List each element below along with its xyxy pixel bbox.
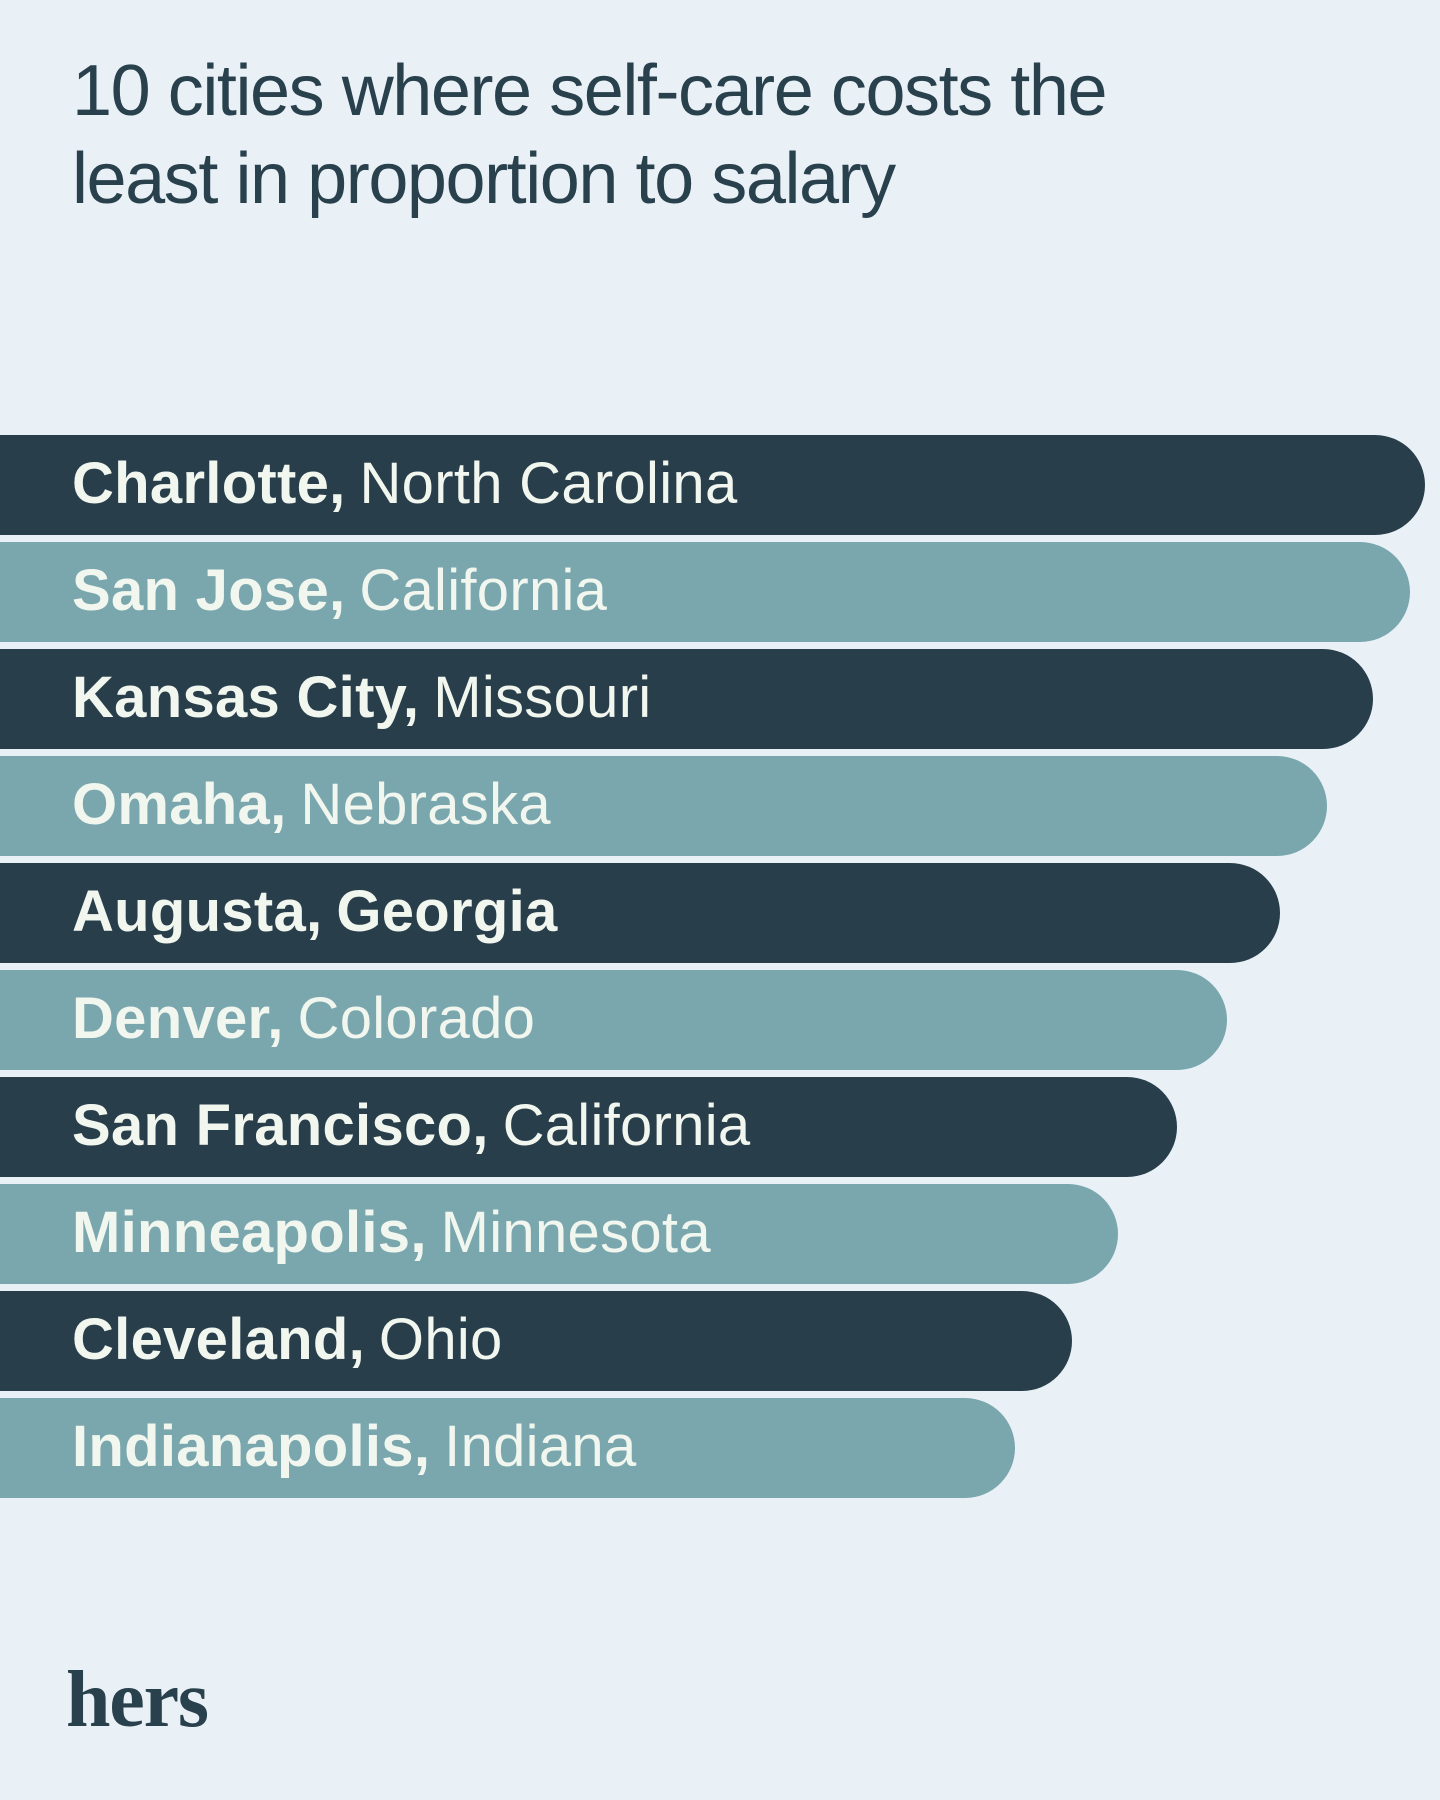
state-name: Indiana (444, 1413, 637, 1479)
bar-row-minneapolis: Minneapolis, Minnesota (0, 1184, 1118, 1284)
bar-label: Denver, Colorado (72, 985, 535, 1052)
city-name: Omaha, (72, 771, 287, 837)
bar-label: Cleveland, Ohio (72, 1306, 503, 1373)
state-name: California (502, 1092, 751, 1158)
bar-row-charlotte: Charlotte, North Carolina (0, 435, 1425, 535)
bar-row-denver: Denver, Colorado (0, 970, 1227, 1070)
state-name: Georgia (336, 878, 558, 944)
hers-logo: hers (66, 1656, 209, 1744)
bar-row-cleveland: Cleveland, Ohio (0, 1291, 1072, 1391)
bar-row-kansas-city: Kansas City, Missouri (0, 649, 1373, 749)
page-title-line1: 10 cities where self-care costs the (72, 51, 1108, 131)
state-name: Missouri (433, 664, 652, 730)
state-name: Colorado (297, 985, 536, 1051)
city-name: Kansas City, (72, 664, 420, 730)
page-title: 10 cities where self-care costs the leas… (72, 48, 1312, 224)
page-title-line2: least in proportion to salary (72, 138, 896, 219)
bar-row-omaha: Omaha, Nebraska (0, 756, 1327, 856)
state-name: North Carolina (359, 450, 738, 516)
state-name: Nebraska (300, 771, 551, 837)
bar-label: Omaha, Nebraska (72, 771, 551, 838)
bar-label: Augusta, Georgia (72, 878, 558, 945)
state-name: California (359, 557, 608, 623)
city-name: Augusta, (72, 878, 323, 944)
bar-row-san-francisco: San Francisco, California (0, 1077, 1177, 1177)
city-name: Charlotte, (72, 450, 346, 516)
bar-label: San Francisco, California (72, 1092, 750, 1159)
bar-label: San Jose, California (72, 557, 607, 624)
bar-row-san-jose: San Jose, California (0, 542, 1410, 642)
bar-row-augusta: Augusta, Georgia (0, 863, 1280, 963)
city-name: San Francisco, (72, 1092, 489, 1158)
state-name: Ohio (378, 1306, 503, 1372)
city-name: Indianapolis, (72, 1413, 431, 1479)
bar-label: Indianapolis, Indiana (72, 1413, 637, 1480)
city-name: Cleveland, (72, 1306, 366, 1372)
bar-label: Minneapolis, Minnesota (72, 1199, 711, 1266)
city-name: Minneapolis, (72, 1199, 427, 1265)
city-name: San Jose, (72, 557, 346, 623)
bar-row-indianapolis: Indianapolis, Indiana (0, 1398, 1015, 1498)
bar-label: Charlotte, North Carolina (72, 450, 738, 517)
bar-chart: Charlotte, North Carolina San Jose, Califo… (0, 435, 1440, 1505)
bar-label: Kansas City, Missouri (72, 664, 651, 731)
city-name: Denver, (72, 985, 284, 1051)
state-name: Minnesota (440, 1199, 711, 1265)
